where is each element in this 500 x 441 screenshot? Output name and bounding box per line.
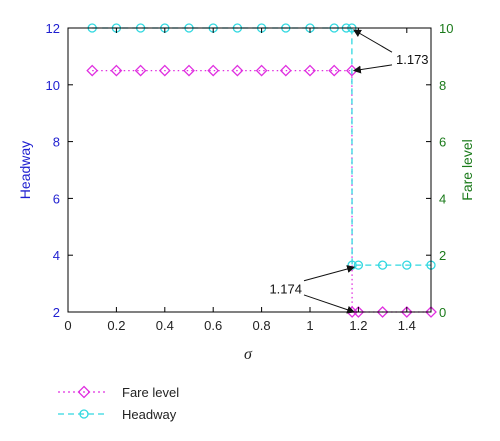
y-left-title: Headway <box>17 141 33 199</box>
data-point-fare-level <box>231 64 244 77</box>
data-point-fare-level <box>255 64 268 77</box>
legend-marker-fare-level <box>77 385 91 399</box>
data-point-fare-level <box>304 64 316 77</box>
legend: Fare level Headway <box>58 385 179 422</box>
x-tick-label: 1 <box>306 318 313 333</box>
data-point-fare-level <box>279 64 292 77</box>
data-point-fare-level <box>134 64 147 77</box>
annotation-arrow-1-173 <box>352 64 393 74</box>
y-right-tick-label: 4 <box>439 191 446 206</box>
data-point-fare-level <box>207 64 220 77</box>
x-tick-label: 1.2 <box>349 318 367 333</box>
annotation-arrow-1-173 <box>353 29 393 53</box>
y-right-tick-label: 10 <box>439 21 453 36</box>
plot-lines <box>92 27 431 313</box>
plot-frame <box>67 27 432 313</box>
data-point-headway <box>377 260 388 270</box>
data-point-headway <box>402 260 412 270</box>
y-right-tick-label: 2 <box>439 248 446 263</box>
data-point-fare-level <box>183 64 195 77</box>
y-right-tick-label: 0 <box>439 305 446 320</box>
tick-marks <box>67 27 431 313</box>
annotations: 1.173 1.174 <box>269 29 429 314</box>
series-line-headway <box>92 27 431 266</box>
data-point-fare-level <box>425 306 437 318</box>
legend-item-headway: Headway <box>58 407 177 422</box>
y-right-tick-label: 8 <box>439 78 446 93</box>
data-point-fare-level <box>328 64 341 77</box>
plot-markers <box>86 23 437 318</box>
x-tick-label: 0.8 <box>253 318 271 333</box>
x-tick-label: 0.4 <box>156 318 174 333</box>
legend-label-fare-level: Fare level <box>122 385 179 400</box>
legend-item-fare-level: Fare level <box>58 385 179 400</box>
data-point-fare-level <box>110 64 123 77</box>
annotation-arrow-1-174 <box>303 294 356 314</box>
data-point-fare-level <box>86 64 99 77</box>
y-left-tick-label: 2 <box>53 305 60 320</box>
x-tick-label: 0.2 <box>107 318 125 333</box>
data-point-fare-level <box>376 306 389 318</box>
x-tick-label: 1.4 <box>398 318 416 333</box>
annotation-arrow-1-174 <box>303 265 356 282</box>
legend-label-headway: Headway <box>122 407 177 422</box>
series-line-fare-level <box>92 69 431 313</box>
y-right-tick-label: 6 <box>439 135 446 150</box>
data-point-fare-level <box>158 64 171 77</box>
x-tick-label: 0.6 <box>204 318 222 333</box>
annotation-label-1-174: 1.174 <box>269 282 302 297</box>
y-left-tick-label: 8 <box>53 135 60 150</box>
y-left-tick-label: 12 <box>46 21 60 36</box>
y-left-tick-label: 6 <box>53 191 60 206</box>
y-left-tick-label: 4 <box>53 248 60 263</box>
x-axis-title: σ <box>244 346 253 363</box>
annotation-label-1-173: 1.173 <box>396 52 429 67</box>
y-left-tick-label: 10 <box>46 78 60 93</box>
y-right-title: Fare level <box>459 139 475 200</box>
data-point-fare-level <box>400 306 413 318</box>
legend-marker-headway <box>79 409 89 419</box>
data-point-fare-level <box>352 306 365 318</box>
x-tick-label: 0 <box>64 318 71 333</box>
